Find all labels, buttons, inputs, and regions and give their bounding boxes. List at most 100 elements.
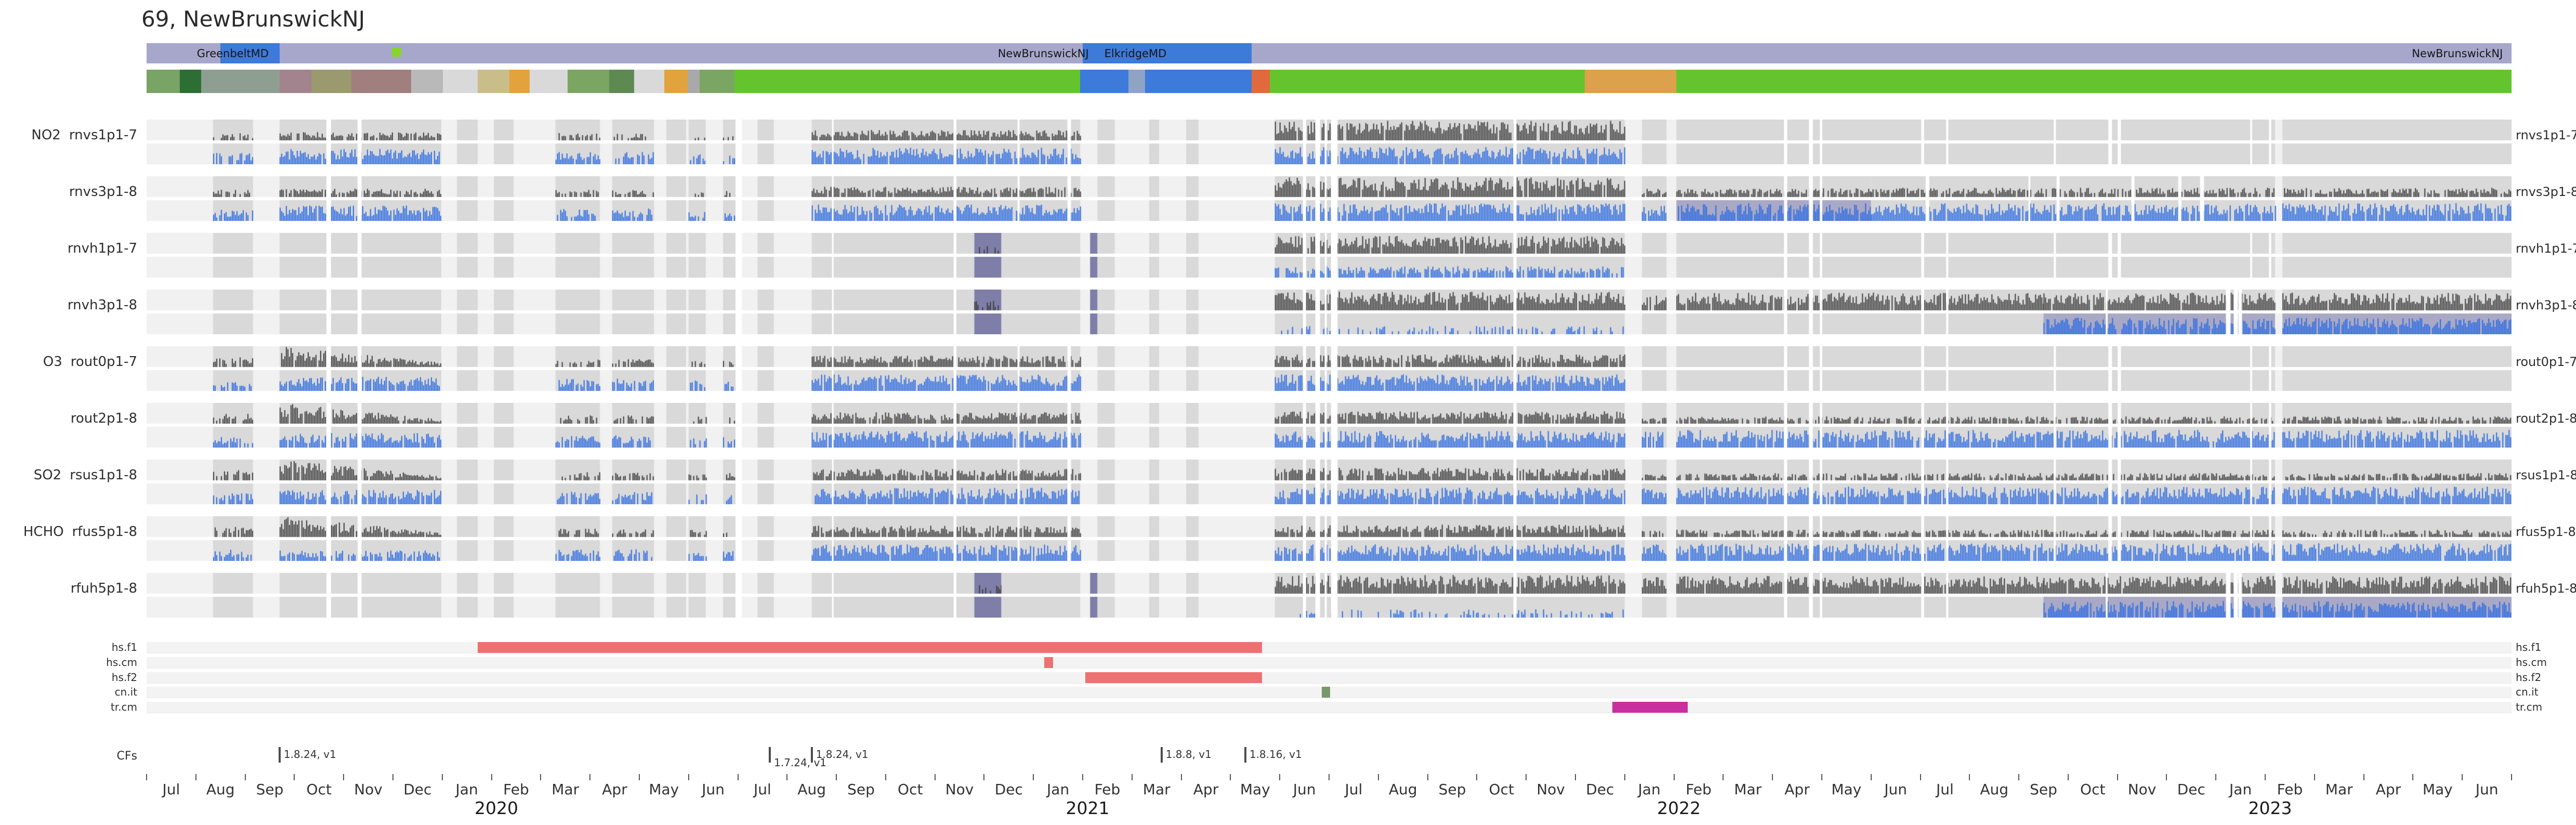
row-label-right: rfus5p1-8	[2516, 525, 2576, 539]
cf-version-tick	[1244, 747, 1246, 763]
product-code: rfuh5p1-8	[70, 581, 137, 596]
month-tick	[1969, 774, 1970, 780]
month-tick	[836, 774, 837, 780]
product-code: rsus1p1-8	[70, 467, 137, 483]
month-label: Aug	[797, 781, 826, 798]
flag-bar-hs.f2	[1085, 672, 1263, 683]
month-label: Mar	[1142, 781, 1171, 798]
station-label: ElkridgeMD	[1104, 47, 1167, 60]
month-label: Dec	[403, 781, 432, 798]
month-tick	[1673, 774, 1675, 780]
month-tick	[1526, 774, 1527, 780]
month-tick	[786, 774, 788, 780]
cf-version-tick	[769, 747, 771, 763]
availability-canvas-rout2p1-8	[147, 403, 2512, 448]
availability-canvas-rnvh3p1-8	[147, 290, 2512, 334]
species-label: SO2	[33, 467, 62, 483]
month-label: Jun	[1293, 781, 1316, 798]
month-tick	[1377, 774, 1379, 780]
figure-title: 69, NewBrunswickNJ	[141, 6, 365, 32]
month-label: Nov	[945, 781, 974, 798]
flag-label-right-cn.it: cn.it	[2516, 686, 2539, 698]
month-label: May	[649, 781, 679, 798]
month-label: Nov	[354, 781, 383, 798]
product-code: rout2p1-8	[70, 411, 137, 426]
station-segment	[220, 43, 280, 63]
row-label-left: SO2 rsus1p1-8	[0, 467, 137, 483]
month-label: May	[1831, 781, 1862, 798]
month-label: Jan	[2229, 781, 2252, 798]
month-tick	[638, 774, 640, 780]
status-segment	[734, 70, 1081, 93]
month-tick	[1476, 774, 1478, 780]
month-tick	[1329, 774, 1330, 780]
month-tick	[1230, 774, 1231, 780]
month-label: Sep	[847, 781, 875, 798]
month-tick	[1082, 774, 1084, 780]
month-tick	[2265, 774, 2266, 780]
month-label: Oct	[1489, 781, 1514, 798]
month-label: Jun	[702, 781, 725, 798]
month-tick	[2067, 774, 2069, 780]
month-label: Jan	[1638, 781, 1661, 798]
row-label-right: rnvs3p1-8	[2516, 185, 2576, 199]
month-label: Oct	[306, 781, 332, 798]
processing-status-bar	[147, 70, 2512, 93]
product-code: rnvh1p1-7	[67, 241, 137, 256]
month-label: Sep	[2030, 781, 2057, 798]
availability-canvas-rfus5p1-8	[147, 516, 2512, 561]
month-label: Aug	[1388, 781, 1417, 798]
month-label: Aug	[206, 781, 235, 798]
cf-version-label: 1.8.24, v1	[283, 748, 336, 761]
flag-track-hs.cm	[147, 657, 2512, 669]
row-label-right: rout2p1-8	[2516, 411, 2576, 426]
status-segment	[411, 70, 443, 93]
row-label-right: rsus1p1-8	[2516, 468, 2576, 482]
month-tick	[1624, 774, 1625, 780]
status-segment	[1252, 70, 1270, 93]
month-tick	[1723, 774, 1724, 780]
product-code: rnvs1p1-7	[69, 127, 137, 143]
station-label: NewBrunswickNJ	[2412, 47, 2503, 60]
month-tick	[1131, 774, 1133, 780]
month-label: May	[1240, 781, 1270, 798]
month-label: Jun	[2475, 781, 2499, 798]
month-label: Jul	[162, 781, 180, 798]
row-label-left: rnvh3p1-8	[0, 297, 137, 313]
month-tick	[491, 774, 492, 780]
month-label: Apr	[2375, 781, 2401, 798]
month-label: Feb	[1094, 781, 1121, 798]
month-label: Mar	[551, 781, 580, 798]
flag-label-left-cn.it: cn.it	[114, 686, 137, 698]
month-tick	[1033, 774, 1034, 780]
month-tick	[2462, 774, 2463, 780]
month-tick	[343, 774, 345, 780]
month-label: Jun	[1884, 781, 1907, 798]
product-code: rout0p1-7	[70, 354, 137, 370]
month-tick	[294, 774, 295, 780]
row-label-left: rout2p1-8	[0, 410, 137, 427]
flag-label-right-hs.f2: hs.f2	[2516, 671, 2542, 684]
month-tick	[2166, 774, 2167, 780]
flag-bar-hs.cm	[1044, 657, 1054, 668]
month-tick	[1427, 774, 1428, 780]
month-tick	[1574, 774, 1576, 780]
status-segment	[634, 70, 665, 93]
availability-canvas-rsus1p1-8	[147, 460, 2512, 504]
flag-track-hs.f2	[147, 672, 2512, 684]
month-tick	[392, 774, 393, 780]
cf-version-label: 1.8.8, v1	[1165, 748, 1212, 761]
month-label: Sep	[1438, 781, 1466, 798]
month-label: Jul	[1936, 781, 1954, 798]
month-tick	[540, 774, 542, 780]
year-label: 2020	[475, 798, 518, 818]
product-code: rfus5p1-8	[72, 524, 137, 540]
row-label-left: NO2 rnvs1p1-7	[0, 127, 137, 143]
month-label: Jul	[1345, 781, 1363, 798]
species-label: HCHO	[23, 524, 64, 540]
year-label: 2021	[1066, 798, 1110, 818]
month-tick	[1772, 774, 1773, 780]
status-segment	[351, 70, 412, 93]
month-tick	[2215, 774, 2217, 780]
